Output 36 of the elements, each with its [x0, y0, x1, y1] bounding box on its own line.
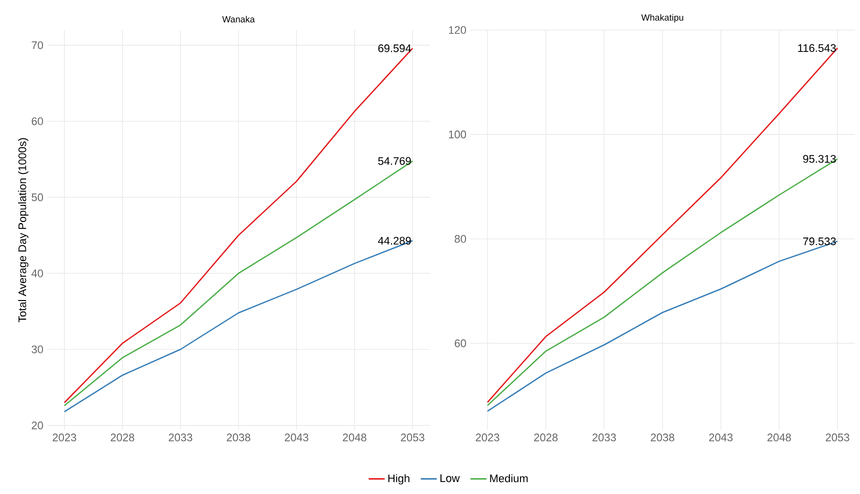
x-tick-label: 2028 — [534, 434, 558, 442]
y-tick-label: 100 — [448, 130, 466, 138]
y-tick-label: 30 — [32, 345, 44, 354]
x-tick-label: 2048 — [767, 434, 791, 442]
data-label: 44.289 — [378, 236, 411, 245]
x-tick-label: 2043 — [709, 434, 733, 442]
x-tick-label: 2038 — [650, 434, 674, 442]
data-label: 69.594 — [378, 44, 412, 52]
x-tick-label: 2033 — [592, 434, 616, 442]
y-axis-title: Total Average Day Population (1000s) — [18, 138, 28, 322]
y-tick-label: 50 — [32, 193, 44, 202]
x-tick-label: 2038 — [226, 434, 250, 442]
x-tick-label: 2028 — [110, 434, 134, 442]
x-tick-label: 2053 — [826, 434, 850, 442]
chart-title: Wanaka — [222, 16, 255, 22]
x-tick-label: 2053 — [400, 434, 424, 442]
x-tick-label: 2043 — [284, 434, 308, 442]
y-tick-label: 20 — [32, 422, 44, 430]
x-tick-label: 2033 — [168, 434, 192, 442]
x-tick-label: 2023 — [476, 434, 500, 442]
data-label: 79.533 — [803, 237, 836, 246]
y-tick-label: 120 — [448, 26, 466, 34]
y-tick-label: 60 — [454, 339, 466, 348]
chart-title: Whakatipu — [641, 14, 684, 22]
y-tick-label: 80 — [454, 234, 466, 243]
x-tick-label: 2048 — [342, 434, 366, 442]
legend-label: Medium — [490, 474, 528, 482]
legend-label: Low — [440, 474, 460, 482]
y-tick-label: 70 — [32, 41, 44, 50]
data-label: 54.769 — [378, 157, 411, 165]
data-label: 116.543 — [798, 44, 836, 52]
data-label: 95.313 — [803, 155, 836, 163]
legend-label: High — [388, 474, 410, 484]
x-tick-label: 2023 — [52, 434, 76, 442]
y-tick-label: 40 — [31, 269, 44, 278]
y-tick-label: 60 — [32, 117, 44, 126]
